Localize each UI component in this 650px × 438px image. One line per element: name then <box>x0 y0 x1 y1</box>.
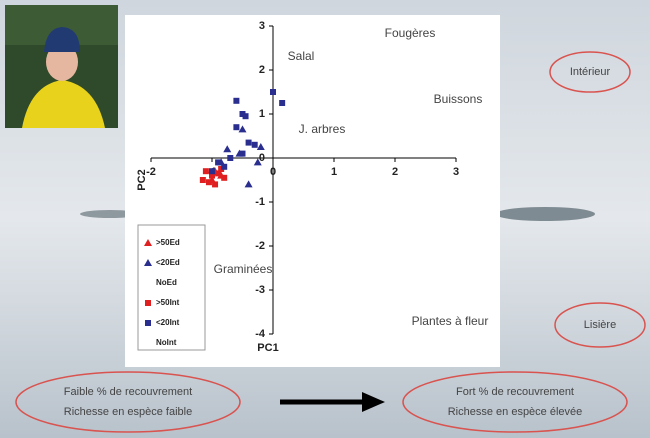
annotation: Graminées <box>214 262 273 276</box>
y-tick-label: -3 <box>255 284 265 296</box>
point <box>240 151 246 157</box>
point <box>200 177 206 183</box>
annotation: Buissons <box>434 92 483 106</box>
slide: PC1 PC2 Intérieur Lisière Faible % de re… <box>0 0 650 438</box>
point <box>221 164 227 170</box>
x-axis-label: PC1 <box>257 342 278 354</box>
point <box>221 175 227 181</box>
legend-label: >50Ed <box>156 238 180 247</box>
y-tick-label: 1 <box>259 108 265 120</box>
y-tick-label: -2 <box>255 240 265 252</box>
y-tick-label: -1 <box>255 196 265 208</box>
point <box>243 113 249 119</box>
point <box>252 142 258 148</box>
x-tick-label: -2 <box>146 166 156 178</box>
x-tick-label: 1 <box>331 166 337 178</box>
legend-marker <box>145 320 151 326</box>
legend-label: NoInt <box>156 338 177 347</box>
box-text: Richesse en espèce faible <box>64 406 192 418</box>
x-tick-label: 3 <box>453 166 459 178</box>
photo <box>5 5 118 128</box>
annotation: J. arbres <box>299 122 346 136</box>
point <box>206 179 212 185</box>
point <box>246 140 252 146</box>
y-tick-label: 3 <box>259 20 265 32</box>
annotation: Fougères <box>385 26 436 40</box>
box-text: Richesse en espèce élevée <box>448 406 583 418</box>
point <box>233 98 239 104</box>
legend-label: <20Ed <box>156 258 180 267</box>
edge-label: Lisière <box>584 319 616 331</box>
y-tick-label: 2 <box>259 64 265 76</box>
point <box>209 168 215 174</box>
point <box>212 181 218 187</box>
point <box>233 124 239 130</box>
point <box>215 159 221 165</box>
legend-label: NoEd <box>156 278 177 287</box>
point <box>227 155 233 161</box>
legend-label: >50Int <box>156 298 180 307</box>
annotation: Plantes à fleur <box>412 314 489 328</box>
interior-label: Intérieur <box>570 66 611 78</box>
annotation: Salal <box>288 49 315 63</box>
legend-label: <20Int <box>156 318 180 327</box>
legend-marker <box>145 300 151 306</box>
x-tick-label: 0 <box>270 166 276 178</box>
box-text: Faible % de recouvrement <box>64 386 192 398</box>
island <box>495 207 595 221</box>
point <box>203 168 209 174</box>
x-tick-label: 2 <box>392 166 398 178</box>
point <box>279 100 285 106</box>
point <box>270 89 276 95</box>
y-tick-label: -4 <box>255 328 266 340</box>
box-text: Fort % de recouvrement <box>456 386 574 398</box>
